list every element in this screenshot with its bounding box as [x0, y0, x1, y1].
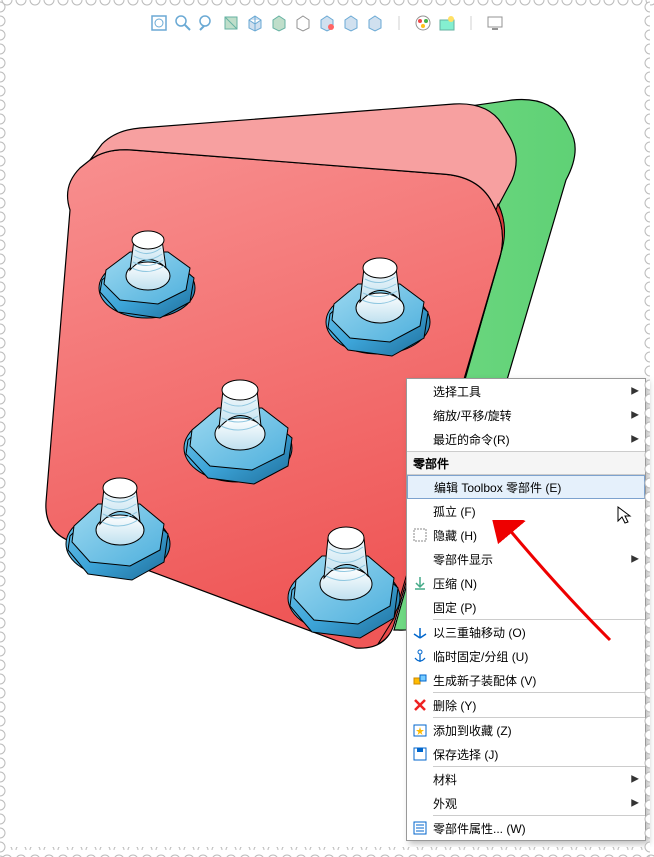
delete-icon — [407, 697, 433, 713]
view-settings-icon[interactable] — [365, 13, 385, 33]
properties-icon — [407, 820, 433, 836]
assembly-icon — [407, 672, 433, 688]
section-view-icon[interactable] — [221, 13, 241, 33]
menu-label: 外观 — [433, 795, 627, 812]
menu-edit-toolbox[interactable]: 编辑 Toolbox 零部件 (E) — [407, 475, 645, 499]
menu-label: 以三重轴移动 (O) — [433, 624, 627, 641]
menu-material[interactable]: 材料 ▶ — [407, 767, 645, 791]
menu-label: 缩放/平移/旋转 — [433, 407, 627, 424]
context-menu: 选择工具 ▶ 缩放/平移/旋转 ▶ 最近的命令(R) ▶ 零部件 编辑 Tool… — [406, 378, 646, 841]
hide-icon — [407, 527, 433, 543]
menu-label: 孤立 (F) — [433, 503, 627, 520]
zoom-window-icon[interactable] — [173, 13, 193, 33]
menu-hide[interactable]: 隐藏 (H) — [407, 523, 645, 547]
screen-icon[interactable] — [485, 13, 505, 33]
menu-label: 选择工具 — [433, 383, 627, 400]
menu-add-favorites[interactable]: 添加到收藏 (Z) — [407, 718, 645, 742]
menu-label: 压缩 (N) — [433, 575, 627, 592]
favorites-icon — [407, 722, 433, 738]
display-style-icon[interactable] — [269, 13, 289, 33]
submenu-arrow-icon: ▶ — [631, 434, 639, 445]
menu-label: 隐藏 (H) — [433, 527, 627, 544]
separator-icon — [389, 13, 409, 33]
submenu-arrow-icon: ▶ — [631, 798, 639, 809]
scene-icon[interactable] — [437, 13, 457, 33]
suppress-icon — [407, 575, 433, 591]
appearances-icon[interactable] — [413, 13, 433, 33]
apply-scene-icon[interactable] — [341, 13, 361, 33]
submenu-arrow-icon: ▶ — [631, 554, 639, 565]
menu-zoom-pan-rotate[interactable]: 缩放/平移/旋转 ▶ — [407, 403, 645, 427]
zoom-fit-icon[interactable] — [149, 13, 169, 33]
menu-label: 编辑 Toolbox 零部件 (E) — [434, 479, 626, 496]
menu-suppress[interactable]: 压缩 (N) — [407, 571, 645, 595]
menu-fix[interactable]: 固定 (P) — [407, 595, 645, 619]
menu-label: 零部件显示 — [433, 551, 627, 568]
prev-view-icon[interactable] — [197, 13, 217, 33]
menu-label: 材料 — [433, 771, 627, 788]
view-toolbar — [10, 10, 644, 36]
edit-scene-icon[interactable] — [317, 13, 337, 33]
hide-show-icon[interactable] — [293, 13, 313, 33]
menu-appearances[interactable]: 外观 ▶ — [407, 791, 645, 815]
save-selection-icon — [407, 746, 433, 762]
menu-section-header: 零部件 — [407, 451, 645, 475]
triad-icon — [407, 624, 433, 640]
menu-delete[interactable]: 删除 (Y) — [407, 693, 645, 717]
submenu-arrow-icon: ▶ — [631, 774, 639, 785]
menu-isolate[interactable]: 孤立 (F) — [407, 499, 645, 523]
menu-component-display[interactable]: 零部件显示 ▶ — [407, 547, 645, 571]
menu-move-triad[interactable]: 以三重轴移动 (O) — [407, 620, 645, 644]
view-orientation-icon[interactable] — [245, 13, 265, 33]
menu-select-tools[interactable]: 选择工具 ▶ — [407, 379, 645, 403]
menu-label: 最近的命令(R) — [433, 431, 627, 448]
menu-label: 生成新子装配体 (V) — [433, 672, 627, 689]
menu-label: 添加到收藏 (Z) — [433, 722, 627, 739]
menu-form-subassembly[interactable]: 生成新子装配体 (V) — [407, 668, 645, 692]
menu-component-props[interactable]: 零部件属性... (W) — [407, 816, 645, 840]
menu-label: 零部件属性... (W) — [433, 820, 627, 837]
menu-label: 保存选择 (J) — [433, 746, 627, 763]
menu-temp-fix-group[interactable]: 临时固定/分组 (U) — [407, 644, 645, 668]
menu-label: 删除 (Y) — [433, 697, 627, 714]
separator2-icon — [461, 13, 481, 33]
menu-label: 固定 (P) — [433, 599, 627, 616]
submenu-arrow-icon: ▶ — [631, 410, 639, 421]
menu-save-selection[interactable]: 保存选择 (J) — [407, 742, 645, 766]
menu-recent-commands[interactable]: 最近的命令(R) ▶ — [407, 427, 645, 451]
anchor-icon — [407, 648, 433, 664]
submenu-arrow-icon: ▶ — [631, 386, 639, 397]
menu-label: 临时固定/分组 (U) — [433, 648, 627, 665]
